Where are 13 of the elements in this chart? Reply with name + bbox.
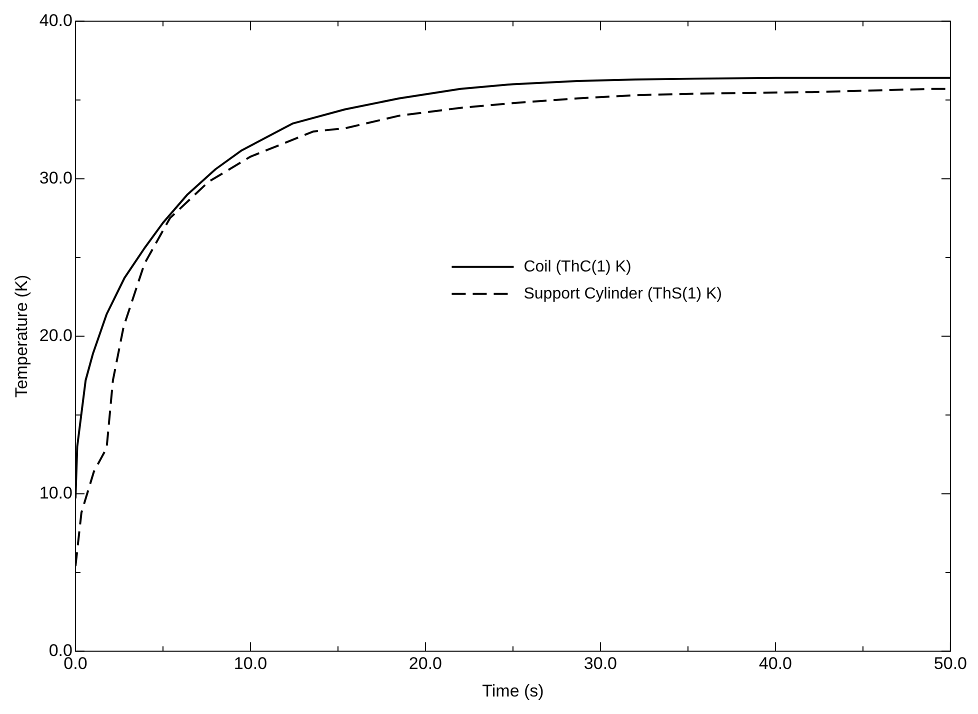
x-tick-label: 20.0: [408, 654, 442, 674]
y-tick-label: 40.0: [39, 10, 72, 30]
legend-label: Support Cylinder (ThS(1) K): [524, 285, 722, 302]
x-tick-label: 40.0: [758, 654, 792, 674]
y-tick-label: 10.0: [39, 483, 72, 502]
y-tick-label: 30.0: [39, 168, 72, 188]
y-axis-title: Temperature (K): [12, 274, 31, 398]
x-tick-label: 50.0: [934, 654, 968, 674]
x-tick-label: 30.0: [584, 654, 618, 674]
legend-label: Coil (ThC(1) K): [524, 258, 632, 276]
x-tick-label: 10.0: [234, 654, 268, 674]
x-axis-title: Time (s): [482, 681, 544, 700]
y-tick-label: 20.0: [39, 326, 72, 345]
